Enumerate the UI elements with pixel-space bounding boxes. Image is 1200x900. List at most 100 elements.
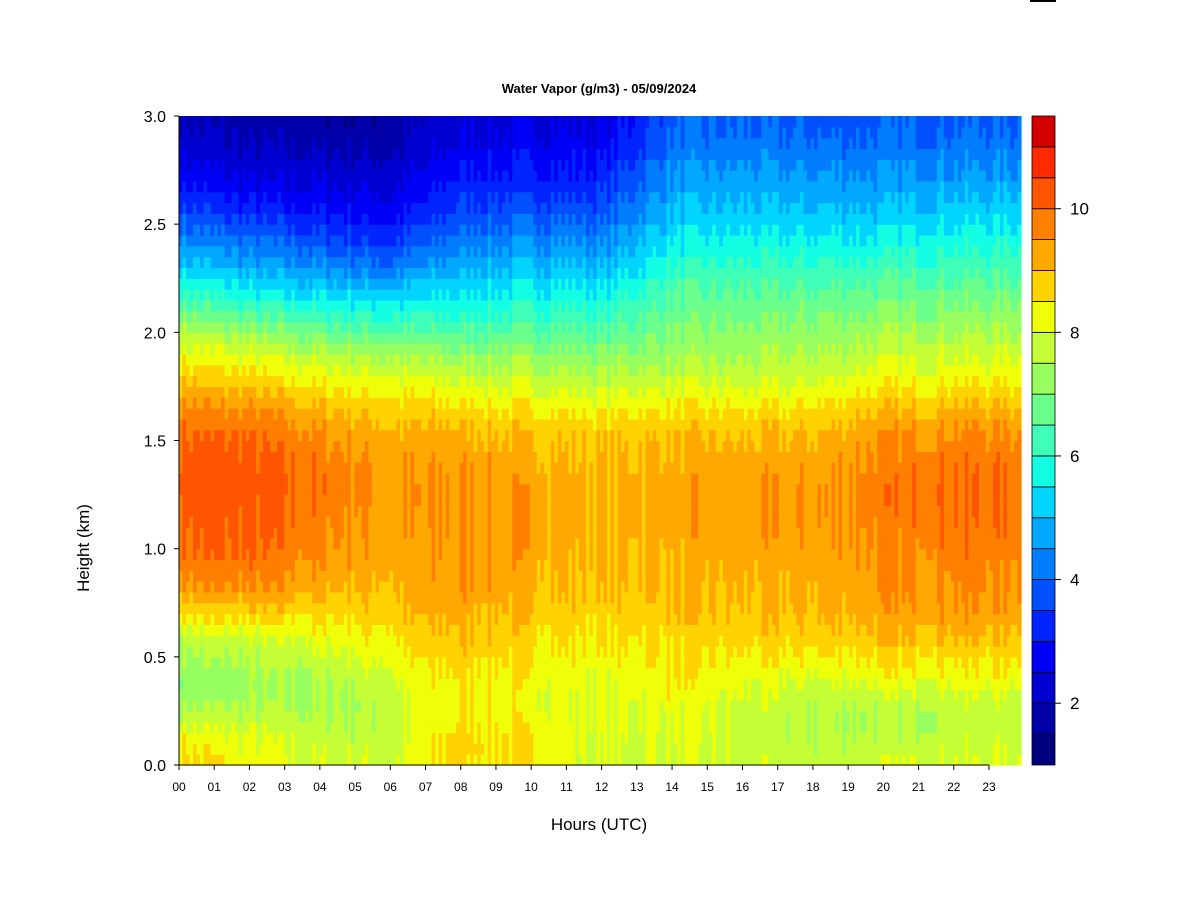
heatmap-cell bbox=[449, 581, 454, 593]
heatmap-cell bbox=[284, 364, 289, 377]
heatmap-cell bbox=[294, 418, 299, 431]
heatmap-cell bbox=[407, 278, 412, 290]
heatmap-cell bbox=[193, 245, 198, 258]
heatmap-cell bbox=[294, 116, 299, 128]
heatmap-cell bbox=[329, 559, 334, 571]
heatmap-cell bbox=[256, 602, 261, 615]
heatmap-cell bbox=[280, 375, 285, 388]
heatmap-cell bbox=[228, 472, 233, 485]
heatmap-cell bbox=[459, 548, 464, 561]
heatmap-cell bbox=[315, 213, 320, 225]
heatmap-cell bbox=[266, 635, 271, 647]
heatmap-cell bbox=[298, 299, 303, 312]
heatmap-cell bbox=[217, 213, 222, 225]
heatmap-cell bbox=[259, 418, 264, 431]
heatmap-cell bbox=[179, 505, 184, 517]
heatmap-cell bbox=[459, 721, 464, 734]
heatmap-cell bbox=[340, 689, 345, 701]
heatmap-cell bbox=[375, 472, 380, 485]
heatmap-cell bbox=[343, 191, 348, 204]
heatmap-cell bbox=[421, 245, 426, 258]
heatmap-cell bbox=[266, 613, 271, 625]
heatmap-cell bbox=[259, 148, 264, 160]
heatmap-cell bbox=[298, 191, 303, 204]
heatmap-cell bbox=[210, 646, 215, 658]
heatmap-cell bbox=[361, 170, 366, 182]
heatmap-cell bbox=[382, 343, 387, 355]
heatmap-cell bbox=[375, 494, 380, 506]
heatmap-cell bbox=[280, 732, 285, 744]
heatmap-cell bbox=[435, 472, 440, 485]
heatmap-cell bbox=[375, 364, 380, 377]
heatmap-cell bbox=[203, 483, 208, 496]
heatmap-cell bbox=[368, 505, 373, 517]
heatmap-cell bbox=[378, 754, 384, 766]
heatmap-cell bbox=[428, 548, 433, 561]
heatmap-cell bbox=[256, 429, 261, 442]
heatmap-cell bbox=[456, 170, 461, 182]
heatmap-cell bbox=[231, 321, 236, 333]
heatmap-cell bbox=[343, 364, 348, 377]
heatmap-cell bbox=[189, 256, 194, 269]
heatmap-cell bbox=[347, 527, 352, 539]
heatmap-cell bbox=[389, 224, 394, 236]
heatmap-cell bbox=[340, 472, 345, 485]
heatmap-cell bbox=[329, 472, 334, 485]
heatmap-cell bbox=[263, 537, 268, 550]
heatmap-cell bbox=[256, 483, 261, 496]
heatmap-cell bbox=[189, 516, 194, 528]
heatmap-cell bbox=[456, 689, 461, 701]
heatmap-cell bbox=[203, 462, 208, 474]
heatmap-cell bbox=[235, 440, 240, 452]
heatmap-cell bbox=[442, 408, 447, 420]
heatmap-cell bbox=[221, 429, 226, 442]
heatmap-cell bbox=[217, 537, 222, 550]
heatmap-cell bbox=[217, 624, 222, 636]
heatmap-cell bbox=[445, 678, 450, 690]
heatmap-cell bbox=[263, 191, 268, 204]
heatmap-cell bbox=[322, 353, 327, 366]
heatmap-cell bbox=[354, 408, 359, 420]
heatmap-cell bbox=[424, 364, 429, 377]
heatmap-cell bbox=[400, 721, 405, 734]
heatmap-cell bbox=[284, 386, 289, 398]
heatmap-cell bbox=[343, 278, 348, 290]
heatmap-cell bbox=[421, 559, 426, 571]
heatmap-cell bbox=[403, 732, 408, 744]
heatmap-cell bbox=[371, 743, 377, 755]
heatmap-cell bbox=[210, 116, 215, 128]
heatmap-cell bbox=[273, 472, 278, 485]
heatmap-cell bbox=[378, 732, 384, 744]
heatmap-cell bbox=[333, 505, 338, 517]
heatmap-cell bbox=[301, 721, 306, 734]
heatmap-cell bbox=[438, 700, 443, 712]
heatmap-cell bbox=[329, 202, 334, 214]
heatmap-cell bbox=[214, 646, 219, 658]
heatmap-cell bbox=[284, 408, 289, 420]
heatmap-cell bbox=[238, 494, 243, 506]
heatmap-cell bbox=[428, 343, 433, 355]
heatmap-cell bbox=[298, 353, 303, 366]
heatmap-cell bbox=[312, 353, 317, 366]
heatmap-cell bbox=[410, 710, 415, 723]
heatmap-cell bbox=[357, 213, 363, 225]
heatmap-cell bbox=[305, 635, 310, 647]
heatmap-cell bbox=[347, 299, 352, 312]
heatmap-cell bbox=[459, 591, 464, 604]
heatmap-cell bbox=[203, 364, 208, 377]
heatmap-cell bbox=[378, 472, 384, 485]
heatmap-cell bbox=[203, 278, 208, 290]
heatmap-cell bbox=[301, 700, 306, 712]
heatmap-cell bbox=[343, 624, 348, 636]
heatmap-cell bbox=[333, 408, 338, 420]
heatmap-cell bbox=[396, 483, 401, 496]
heatmap-cell bbox=[186, 646, 191, 658]
heatmap-cell bbox=[407, 483, 412, 496]
heatmap-cell bbox=[421, 602, 426, 615]
heatmap-cell bbox=[361, 408, 366, 420]
heatmap-cell bbox=[452, 343, 457, 355]
heatmap-cell bbox=[414, 732, 419, 744]
heatmap-cell bbox=[235, 321, 240, 333]
heatmap-cell bbox=[182, 256, 187, 269]
heatmap-cell bbox=[333, 321, 338, 333]
